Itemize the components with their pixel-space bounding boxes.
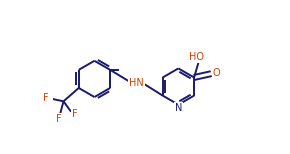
Text: F: F bbox=[56, 114, 61, 124]
Text: O: O bbox=[213, 68, 220, 78]
Text: F: F bbox=[72, 109, 77, 119]
Text: F: F bbox=[43, 93, 49, 103]
Text: HN: HN bbox=[129, 78, 144, 88]
Text: HO: HO bbox=[189, 53, 204, 62]
Text: N: N bbox=[175, 103, 182, 113]
